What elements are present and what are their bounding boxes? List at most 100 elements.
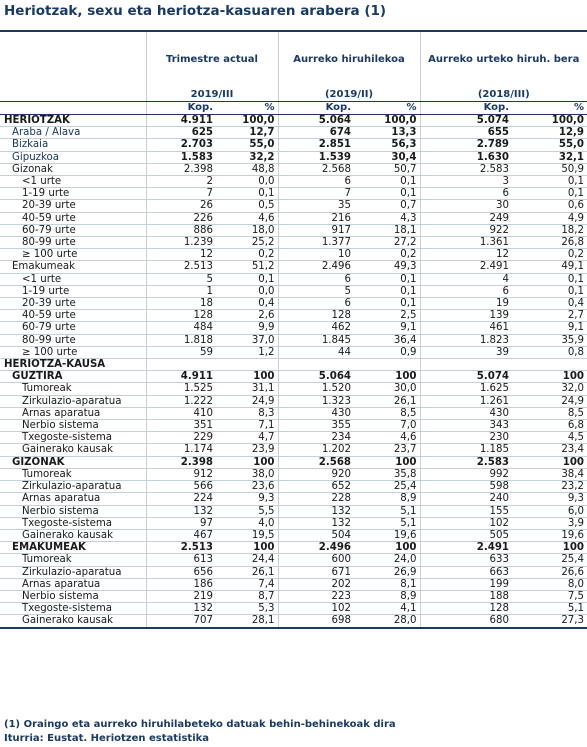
cell-percent: 0,1 [216,273,278,286]
cell-count: 132 [277,517,354,530]
cell-percent: 8,3 [216,407,278,421]
cell-count: 1 [145,285,216,299]
table-row: Zirkulazio-aparatua 656 26,1 671 26,9 663 26,6 [0,566,587,579]
table-row: GUZTIRA 4.911 100 5.064 100 5.074 100 [0,370,587,384]
page-title: Heriotzak, sexu eta heriotza-kasuaren ar… [4,3,387,19]
cell-count: 199 [419,578,512,591]
cell-percent: 100 [354,541,420,555]
cell-percent: 26,1 [354,395,420,408]
cell-percent: 9,1 [354,321,420,335]
cell-percent [512,358,587,372]
cell-count: 1.174 [145,443,216,457]
header-col3: Aurreko urteko hiruh. bera [419,30,587,88]
cell-percent: 25,4 [512,553,587,567]
row-label: Arnas aparatua [0,578,146,591]
cell-percent: 0,0 [216,285,278,299]
cell-count: 4.911 [145,370,216,384]
cell-count: 12 [145,248,216,262]
cell-count: 504 [277,529,354,543]
row-label: <1 urte [0,175,146,189]
cell-count: 566 [145,480,216,494]
table-row: Gainerako kausak 707 28,1 698 28,0 680 27,3 [0,614,587,629]
cell-count: 5.064 [277,370,354,384]
cell-count: 10 [277,248,354,262]
row-label: 20-39 urte [0,297,146,311]
cell-count: 39 [419,346,512,360]
cell-percent: 0,4 [512,297,587,311]
cell-count: 1.625 [419,382,512,396]
row-label: 80-99 urte [0,236,146,250]
cell-count: 1.185 [419,443,512,457]
cell-percent: 0,1 [354,187,420,201]
table-body: HERIOTZAK 4.911 100,0 5.064 100,0 5.074 100,0 A… [0,114,587,629]
cell-percent [216,358,278,372]
table-row: Gainerako kausak 1.174 23,9 1.202 23,7 1.185 2… [0,443,587,457]
cell-count: 633 [419,553,512,567]
cell-percent: 0,0 [216,175,278,189]
cell-percent: 9,9 [216,321,278,335]
table-row: Arnas aparatua 224 9,3 228 8,9 240 9,3 [0,492,587,506]
header-empty [0,88,146,102]
cell-percent: 8,9 [354,590,420,604]
cell-count: 132 [145,602,216,616]
table-row: Tumoreak 1.525 31,1 1.520 30,0 1.625 32,0 [0,382,587,396]
cell-percent: 0,1 [354,285,420,299]
cell-percent: 30,0 [354,382,420,396]
cell-count [277,358,354,372]
cell-percent: 0,1 [354,297,420,311]
cell-percent: 100 [216,370,278,384]
cell-count: 707 [145,614,216,629]
table-row: ≥ 100 urte 59 1,2 44 0,9 39 0,8 [0,346,587,360]
cell-percent: 0,5 [216,199,278,213]
cell-count: 1.520 [277,382,354,396]
row-label: 1-19 urte [0,285,146,299]
cell-count: 3 [419,175,512,189]
cell-percent: 8,9 [354,492,420,506]
cell-percent: 100 [512,370,587,384]
header-pct: % [512,101,587,115]
cell-count: 1.361 [419,236,512,250]
cell-count [419,358,512,372]
row-label: Gainerako kausak [0,614,146,629]
cell-percent: 36,4 [354,334,420,347]
cell-percent: 4,0 [216,517,278,530]
cell-count: 1.845 [277,334,354,347]
cell-count: 30 [419,199,512,213]
cell-count: 6 [419,285,512,299]
cell-percent: 0,1 [512,187,587,201]
cell-count: 219 [145,590,216,604]
cell-percent: 9,3 [216,492,278,506]
cell-percent: 19,5 [216,529,278,543]
cell-count: 674 [277,126,354,140]
table-row: Txegoste-sistema 132 5,3 102 4,1 128 5,1 [0,602,587,616]
cell-percent: 100,0 [512,114,587,128]
cell-count: 186 [145,578,216,591]
cell-count: 230 [419,431,512,445]
table-row: <1 urte 5 0,1 6 0,1 4 0,1 [0,273,587,286]
row-label: EMAKUMEAK [0,541,146,555]
cell-count: 613 [145,553,216,567]
table-row: EMAKUMEAK 2.513 100 2.496 100 2.491 100 [0,541,587,555]
row-label: Gipuzkoa [0,151,146,164]
cell-count: 102 [277,602,354,616]
cell-percent: 2,7 [512,309,587,323]
cell-count: 26 [145,199,216,213]
header-kop: Kop. [419,101,512,115]
cell-count: 1.323 [277,395,354,408]
cell-percent: 100,0 [216,114,278,128]
row-label: GIZONAK [0,456,146,469]
row-label: Zirkulazio-aparatua [0,395,146,408]
cell-percent: 100 [216,541,278,555]
cell-percent: 48,8 [216,163,278,177]
cell-percent: 0,1 [354,175,420,189]
cell-percent: 4,6 [216,212,278,225]
cell-percent: 8,7 [216,590,278,604]
table-row: Gipuzkoa 1.583 32,2 1.539 30,4 1.630 32,1 [0,151,587,164]
cell-count: 19 [419,297,512,311]
header-empty [0,101,146,115]
table-row: 60-79 urte 484 9,9 462 9,1 461 9,1 [0,321,587,335]
header-pct: % [354,101,420,115]
cell-count: 2.568 [277,163,354,177]
cell-count: 467 [145,529,216,543]
table-row: Gizonak 2.398 48,8 2.568 50,7 2.583 50,9 [0,163,587,177]
